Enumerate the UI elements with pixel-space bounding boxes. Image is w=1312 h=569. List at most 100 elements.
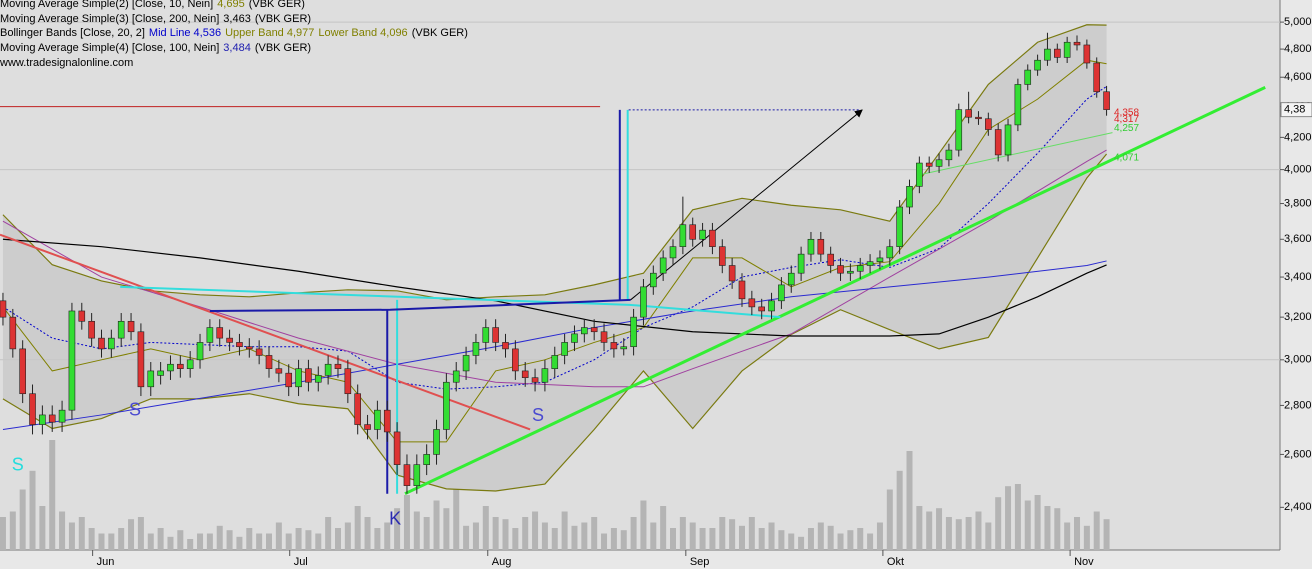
candle-body — [994, 129, 1002, 156]
candle-body — [88, 320, 95, 339]
volume-bar — [1103, 519, 1110, 550]
y-tick-label: 4,600 — [1284, 71, 1312, 83]
legend-text: (VBK GER) — [248, 0, 305, 10]
candle-body — [383, 409, 391, 433]
annotation: S — [129, 399, 141, 419]
candle-body — [295, 368, 302, 388]
volume-bar — [453, 489, 460, 550]
volume-bar — [374, 528, 381, 550]
candle-body — [886, 246, 894, 259]
volume-bar — [640, 500, 647, 550]
candle-body — [916, 162, 923, 187]
candle-body — [324, 363, 332, 376]
candle-body — [797, 253, 805, 274]
volume-bar — [985, 522, 992, 550]
candle-body — [866, 261, 874, 266]
x-tick-label: Okt — [887, 556, 904, 568]
volume-bar — [1064, 522, 1071, 550]
candle-body — [758, 306, 765, 312]
candle-body — [314, 375, 322, 383]
trend-line — [0, 233, 531, 431]
candle-body — [896, 206, 903, 247]
volume-bar — [610, 528, 617, 550]
volume-bar — [197, 533, 204, 550]
y-tick-label: 4,000 — [1284, 164, 1312, 176]
legend-text: (VBK GER) — [254, 42, 312, 55]
volume-bar — [246, 528, 253, 550]
volume-bar — [1093, 511, 1100, 550]
trend-line — [920, 132, 1113, 176]
candle-body — [778, 284, 785, 302]
candle-body — [561, 342, 568, 356]
volume-bar — [886, 489, 893, 550]
volume-bar — [541, 522, 548, 550]
last-price-box — [1280, 102, 1312, 118]
legend-text: Moving Average Simple(4) [Close, 100, Ne… — [0, 42, 220, 55]
candle-body — [600, 331, 608, 343]
volume-bar — [334, 528, 341, 550]
candle-body — [945, 149, 953, 161]
volume-bar — [275, 522, 282, 550]
volume-bar — [1054, 508, 1061, 550]
candle-body — [78, 310, 86, 322]
volume-bar — [157, 528, 164, 550]
candle-body — [344, 368, 352, 395]
volume-bar — [995, 497, 1002, 550]
candle-body — [1083, 44, 1091, 64]
candle-body — [245, 346, 253, 350]
legend-text: Lower Band 4,096 — [318, 27, 408, 40]
volume-bar — [591, 517, 598, 550]
trend-line — [209, 298, 631, 312]
volume-bar — [798, 536, 805, 550]
volume-bar — [778, 530, 785, 550]
volume-bar — [1083, 525, 1090, 550]
volume-bar — [167, 536, 174, 550]
x-tick-label: Jun — [97, 556, 115, 568]
candle-body — [137, 331, 145, 388]
y-tick-label: 3,600 — [1284, 233, 1312, 245]
volume-bar — [748, 517, 755, 550]
volume-bar — [630, 517, 637, 550]
legend-entry: Moving Average Simple(4) [Close, 100, Ne… — [0, 41, 472, 56]
x-tick-label: Nov — [1074, 556, 1094, 568]
annotation: K — [389, 508, 401, 528]
volume-bar — [847, 530, 854, 550]
candle-body — [236, 342, 243, 348]
candle-body — [39, 414, 46, 425]
volume-bar — [936, 508, 943, 550]
candle-body — [906, 186, 913, 208]
y-axis-panel — [1280, 0, 1312, 569]
volume-bar — [295, 528, 302, 550]
candle-body — [1004, 124, 1012, 156]
candle-body — [127, 320, 135, 333]
candle-body — [659, 257, 667, 274]
volume-bar — [719, 517, 726, 550]
candle-body — [196, 342, 204, 361]
candle-body — [521, 370, 529, 378]
candle-body — [541, 368, 549, 383]
candle-body — [985, 118, 992, 130]
candle-body — [738, 280, 746, 300]
candle-body — [955, 109, 963, 151]
volume-bar — [1014, 484, 1021, 550]
band-line — [2, 153, 1108, 492]
candle-body — [728, 265, 736, 282]
candle-body — [472, 342, 480, 356]
candle-body — [650, 272, 657, 288]
volume-bar — [670, 528, 677, 550]
candle-body — [1093, 62, 1101, 93]
volume-bar — [325, 517, 332, 550]
candle-body — [403, 464, 411, 486]
volume-bar — [758, 528, 765, 550]
legend-text: 4,695 — [217, 0, 245, 10]
candle-body — [699, 229, 706, 240]
legend-text: (VBK GER) — [411, 27, 468, 40]
volume-bar — [532, 511, 539, 550]
candle-body — [571, 333, 578, 343]
candle-body — [216, 327, 224, 339]
volume-bar — [975, 511, 982, 550]
candle-body — [98, 337, 105, 350]
volume-bar — [78, 517, 85, 550]
volume-bar — [571, 525, 578, 550]
volume-bar — [502, 519, 509, 550]
